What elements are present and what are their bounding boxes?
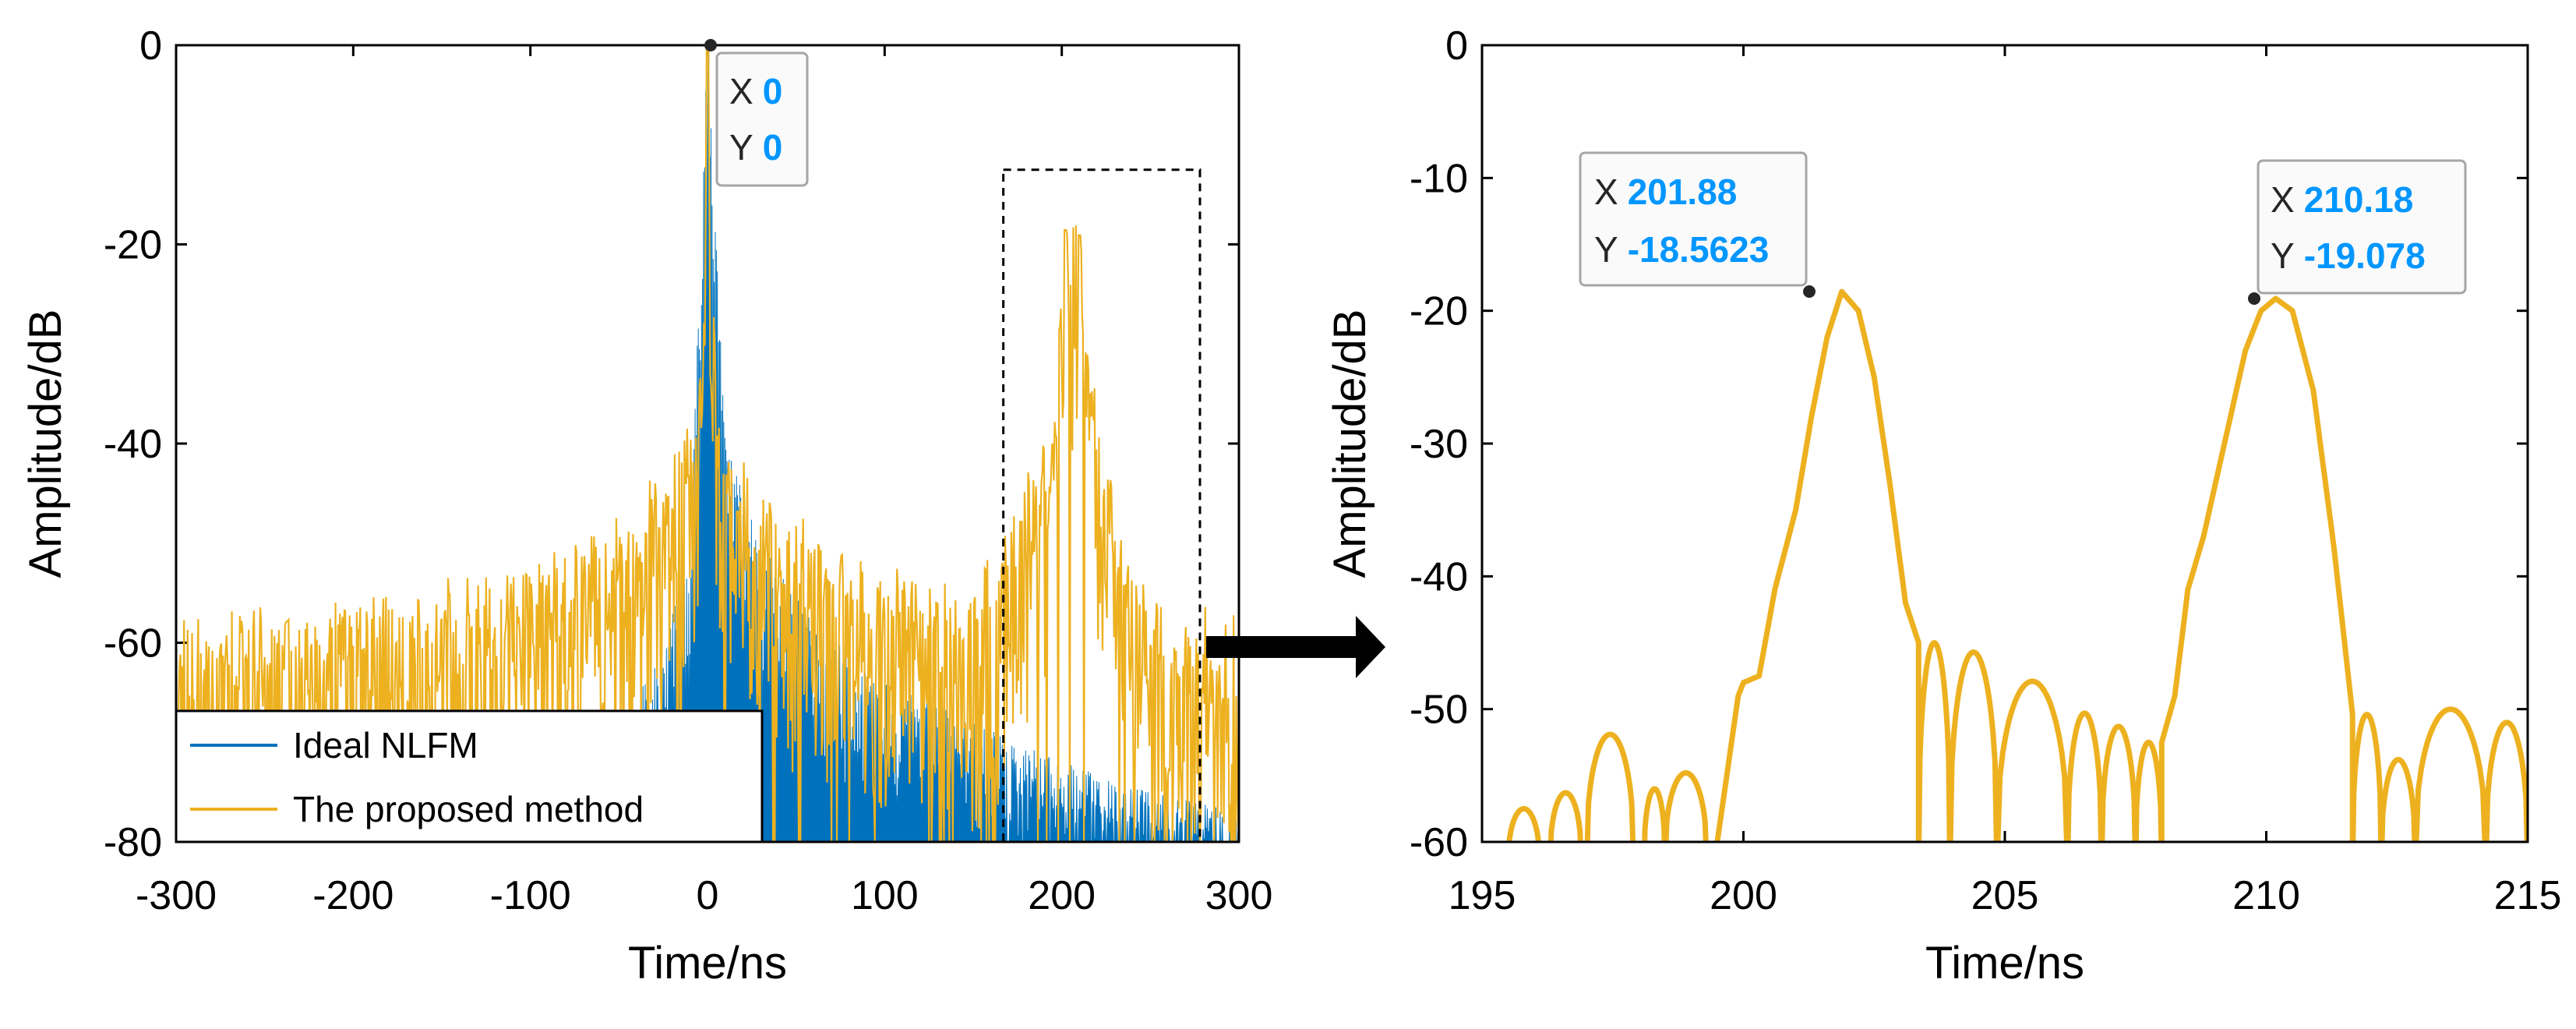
right-y-tick-label: -40 — [1410, 554, 1468, 599]
left-x-tick-label: 100 — [851, 873, 919, 918]
datatip-y-key: Y — [1594, 229, 1618, 270]
left-x-tick-label: -200 — [312, 873, 393, 918]
left-x-tick-label: -100 — [490, 873, 571, 918]
legend-label-ideal-nlfm: Ideal NLFM — [293, 725, 478, 766]
legend: Ideal NLFM The proposed method — [175, 709, 764, 843]
right-panel: 195 200 205 210 215 0-10-20-30-40-50-60 X 201… — [1325, 23, 2561, 988]
datatip-y-line: Y -18.5623 — [1594, 229, 1769, 270]
left-y-tick-label: -60 — [104, 621, 162, 667]
datatip-y-key: Y — [729, 127, 753, 168]
right-y-ticks: 0 -10 -20 -30 -40 -50 -60 — [1410, 23, 2528, 865]
right-datatip-1[interactable]: X 201.88 Y -18.5623 — [1579, 151, 1816, 298]
datatip-y-value: -18.5623 — [1628, 229, 1770, 270]
datatip-y-value: 0 — [763, 127, 783, 168]
right-x-tick-label: 210 — [2232, 873, 2300, 918]
left-x-tick-label: -300 — [136, 873, 217, 918]
datatip-x-value: 201.88 — [1628, 172, 1738, 212]
proposed-method-zoom-series — [1506, 288, 2528, 842]
right-datatip-2[interactable]: X 210.18 Y -19.078 — [2248, 159, 2467, 305]
zoom-region-box — [1002, 168, 1202, 843]
left-y-axis-label: Amplitude/dB — [20, 309, 71, 578]
proposed-method-zoom-trace — [1506, 288, 2528, 842]
right-y-tick-label: 0 — [1445, 23, 1468, 69]
left-x-axis-label: Time/ns — [628, 938, 787, 988]
datatip-box — [1579, 151, 1808, 287]
right-y-tick-label: -50 — [1410, 688, 1468, 733]
datatip-x-key: X — [729, 71, 753, 111]
arrow-head — [1356, 616, 1385, 678]
left-y-ticks: 0 -20 -40 -60 -80 — [104, 23, 1239, 865]
legend-box — [175, 709, 764, 843]
right-y-tick-label: -30 — [1410, 422, 1468, 467]
right-axes-box — [1480, 44, 2529, 843]
right-x-tick-label: 200 — [1710, 873, 1777, 918]
datatip-x-line: X 210.18 — [2271, 179, 2413, 220]
datatip-marker — [2248, 292, 2260, 305]
right-x-axis-label: Time/ns — [1925, 938, 2084, 988]
right-y-axis-label: Amplitude/dB — [1325, 309, 1375, 578]
right-x-tick-label: 215 — [2494, 873, 2562, 918]
legend-label-proposed-method: The proposed method — [293, 789, 644, 829]
left-x-ticks: -300 -200 -100 0 100 200 300 — [136, 45, 1272, 918]
datatip-x-key: X — [2271, 179, 2295, 220]
right-x-tick-label: 205 — [1971, 873, 2039, 918]
datatip-y-key: Y — [2271, 235, 2295, 276]
right-y-tick-label: -10 — [1410, 156, 1468, 201]
datatip-marker — [704, 39, 717, 51]
datatip-y-value: -19.078 — [2304, 235, 2426, 276]
left-panel: -300 -200 -100 0 100 200 300 0 -20 -40 -60 -80 Ide… — [20, 23, 1272, 988]
left-y-tick-label: -40 — [104, 422, 162, 467]
left-y-tick-label: -80 — [104, 820, 162, 865]
left-y-tick-label: -20 — [104, 223, 162, 268]
left-y-tick-label: 0 — [139, 23, 162, 69]
left-x-tick-label: 200 — [1028, 873, 1096, 918]
datatip-box — [2257, 159, 2467, 295]
right-y-tick-label: -20 — [1410, 289, 1468, 334]
datatip-box — [715, 51, 809, 187]
left-x-tick-label: 300 — [1205, 873, 1273, 918]
right-y-tick-label: -60 — [1410, 820, 1468, 865]
right-x-tick-label: 195 — [1449, 873, 1516, 918]
datatip-marker — [1803, 285, 1816, 298]
datatip-x-value: 0 — [763, 71, 783, 111]
datatip-x-line: X 201.88 — [1594, 172, 1737, 212]
left-x-tick-label: 0 — [697, 873, 719, 918]
zoom-arrow — [1206, 616, 1385, 678]
datatip-x-key: X — [1594, 172, 1618, 212]
datatip-y-line: Y -19.078 — [2271, 235, 2426, 276]
right-x-ticks: 195 200 205 210 215 — [1449, 45, 2562, 918]
datatip-x-value: 210.18 — [2304, 179, 2414, 220]
arrow-shaft — [1206, 636, 1368, 658]
